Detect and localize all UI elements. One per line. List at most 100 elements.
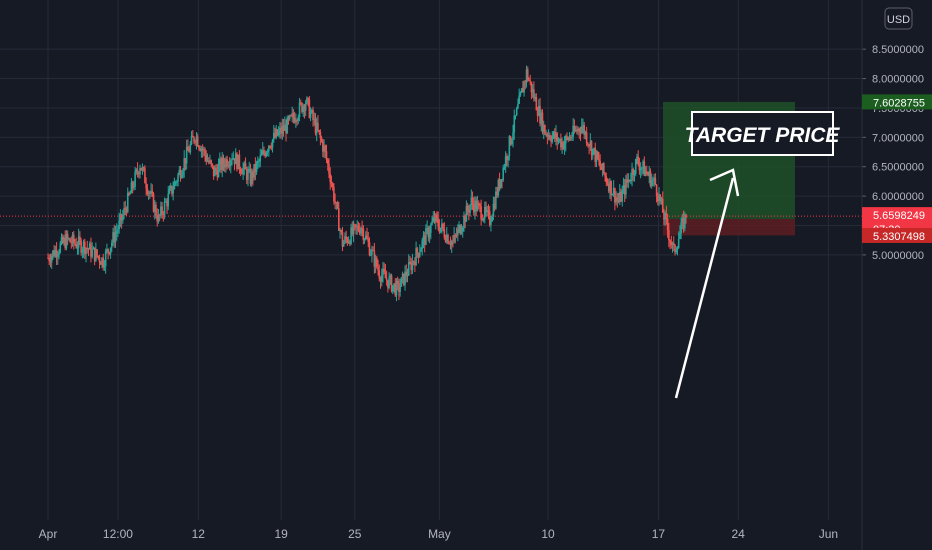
candle-body (615, 197, 617, 203)
candle-body (671, 242, 674, 246)
candle-body (215, 167, 217, 171)
candle-body (133, 186, 135, 188)
candle-body (501, 179, 503, 181)
candle-body (220, 159, 222, 171)
candle-body (109, 247, 112, 254)
candle-body (126, 192, 129, 213)
candles (47, 65, 687, 302)
candle-body (444, 237, 447, 242)
candle-body (226, 159, 228, 167)
candle-body (212, 165, 215, 177)
candle-body (369, 254, 372, 256)
candle-body (200, 148, 203, 151)
candle-body (620, 192, 622, 202)
candle-body (238, 154, 241, 169)
candle-body (334, 201, 336, 204)
candle-body (420, 248, 422, 253)
candle-body (590, 141, 593, 156)
candle-body (520, 88, 523, 93)
candle-body (107, 248, 109, 253)
candle-body (355, 224, 357, 228)
x-tick-label: 17 (652, 527, 666, 541)
candle-body (546, 134, 549, 137)
candle-body (233, 158, 236, 165)
candle-body (457, 228, 459, 236)
candle-body (98, 257, 101, 263)
candle-body (331, 183, 334, 188)
candle-body (111, 242, 113, 248)
candle-body (584, 132, 587, 135)
candle-body (606, 182, 609, 184)
candle-body (54, 249, 57, 257)
candle-body (295, 120, 297, 123)
candle-body (120, 214, 123, 221)
candle-body (659, 194, 662, 202)
time-axis[interactable]: Apr 12:00 12 19 25 May 10 17 24 Jun (39, 527, 838, 541)
candle-body (265, 152, 268, 157)
candle-body (415, 248, 417, 266)
y-tick-label: 5.0000000 (872, 250, 924, 262)
candle-body (564, 136, 567, 144)
candle-body (253, 164, 255, 178)
candle-body (216, 170, 219, 178)
candle-body (364, 235, 367, 240)
candle-body (342, 242, 345, 247)
candle-body (63, 238, 65, 243)
candle-body (243, 163, 246, 169)
candle-body (52, 250, 54, 256)
candle-body (257, 161, 259, 163)
candle-body (495, 191, 497, 209)
candle-body (643, 161, 646, 176)
candle-body (210, 160, 212, 164)
candle-body (438, 226, 441, 232)
candle-body (172, 189, 174, 194)
candle-body (634, 159, 637, 174)
candle-body (205, 155, 208, 162)
candle-body (526, 69, 529, 80)
candle-body (633, 173, 636, 175)
candle-body (363, 239, 366, 241)
candle-body (171, 185, 173, 194)
candle-body (405, 271, 408, 277)
candle-body (472, 203, 475, 213)
candle-body (61, 236, 64, 243)
stop-price-tag: 5.3307498 (862, 227, 932, 243)
candle-body (490, 221, 492, 225)
candle-body (484, 206, 486, 219)
x-tick-label: May (428, 527, 451, 541)
candle-body (193, 137, 195, 142)
candle-body (518, 95, 520, 104)
candle-body (560, 138, 562, 148)
candle-body (540, 112, 543, 124)
candle-body (117, 229, 119, 232)
candle-body (636, 156, 638, 160)
candle-body (255, 162, 258, 173)
candle-body (401, 273, 404, 278)
candle-body (79, 236, 81, 241)
y-tick-label: 8.0000000 (872, 74, 924, 86)
candle-body (90, 243, 92, 257)
currency-badge[interactable]: USD (884, 7, 913, 30)
candle-body (349, 241, 351, 244)
candle-body (372, 249, 374, 251)
candle-body (476, 203, 479, 211)
candle-body (414, 261, 416, 266)
candle-body (75, 243, 78, 248)
target-price-annotation[interactable]: TARGET PRICE (685, 111, 841, 156)
candle-body (480, 206, 482, 220)
candle-body (270, 147, 273, 149)
candle-body (422, 235, 425, 241)
candle-body (309, 112, 312, 118)
candle-body (425, 228, 427, 245)
candle-body (380, 275, 383, 282)
candle-body (268, 145, 270, 152)
candle-body (684, 214, 686, 229)
candle-body (276, 129, 279, 136)
candle-body (185, 146, 188, 164)
candle-body (271, 139, 274, 148)
candle-body (641, 167, 643, 169)
candle-body (301, 103, 303, 113)
candle-body (74, 242, 76, 244)
candle-body (347, 241, 350, 243)
